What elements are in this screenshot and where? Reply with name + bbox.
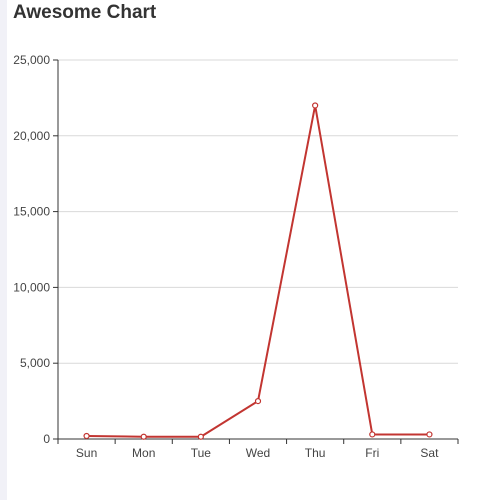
y-tick-label: 10,000 [13,280,50,294]
x-tick-label: Mon [132,446,155,460]
data-point [140,433,147,440]
y-tick-label: 0 [43,432,50,446]
x-tick-label: Fri [365,446,379,460]
left-edge-strip [0,0,7,500]
series-layer [83,102,433,440]
y-tick-label: 5,000 [20,356,50,370]
grid-lines [58,59,458,364]
y-tick-label: 20,000 [13,129,50,143]
data-point [254,398,262,405]
y-axis: 0 5,000 10,000 15,000 20,000 25,000 [13,53,59,446]
x-tick-label: Wed [246,446,270,460]
chart-title: Awesome Chart [13,2,157,23]
data-point [369,431,376,438]
y-tick-label: 25,000 [13,53,50,67]
series-line [85,104,431,438]
data-point [197,433,204,440]
x-tick-label: Tue [191,446,212,460]
x-tick-label: Sat [420,446,439,460]
x-tick-label: Sun [76,446,97,460]
data-point [426,431,433,438]
x-axis: Sun Mon Tue Wed Thu Fri Sat [57,438,459,460]
x-tick-label: Thu [305,446,326,460]
data-point [83,432,90,440]
data-point [312,102,319,109]
y-tick-label: 15,000 [13,205,50,219]
